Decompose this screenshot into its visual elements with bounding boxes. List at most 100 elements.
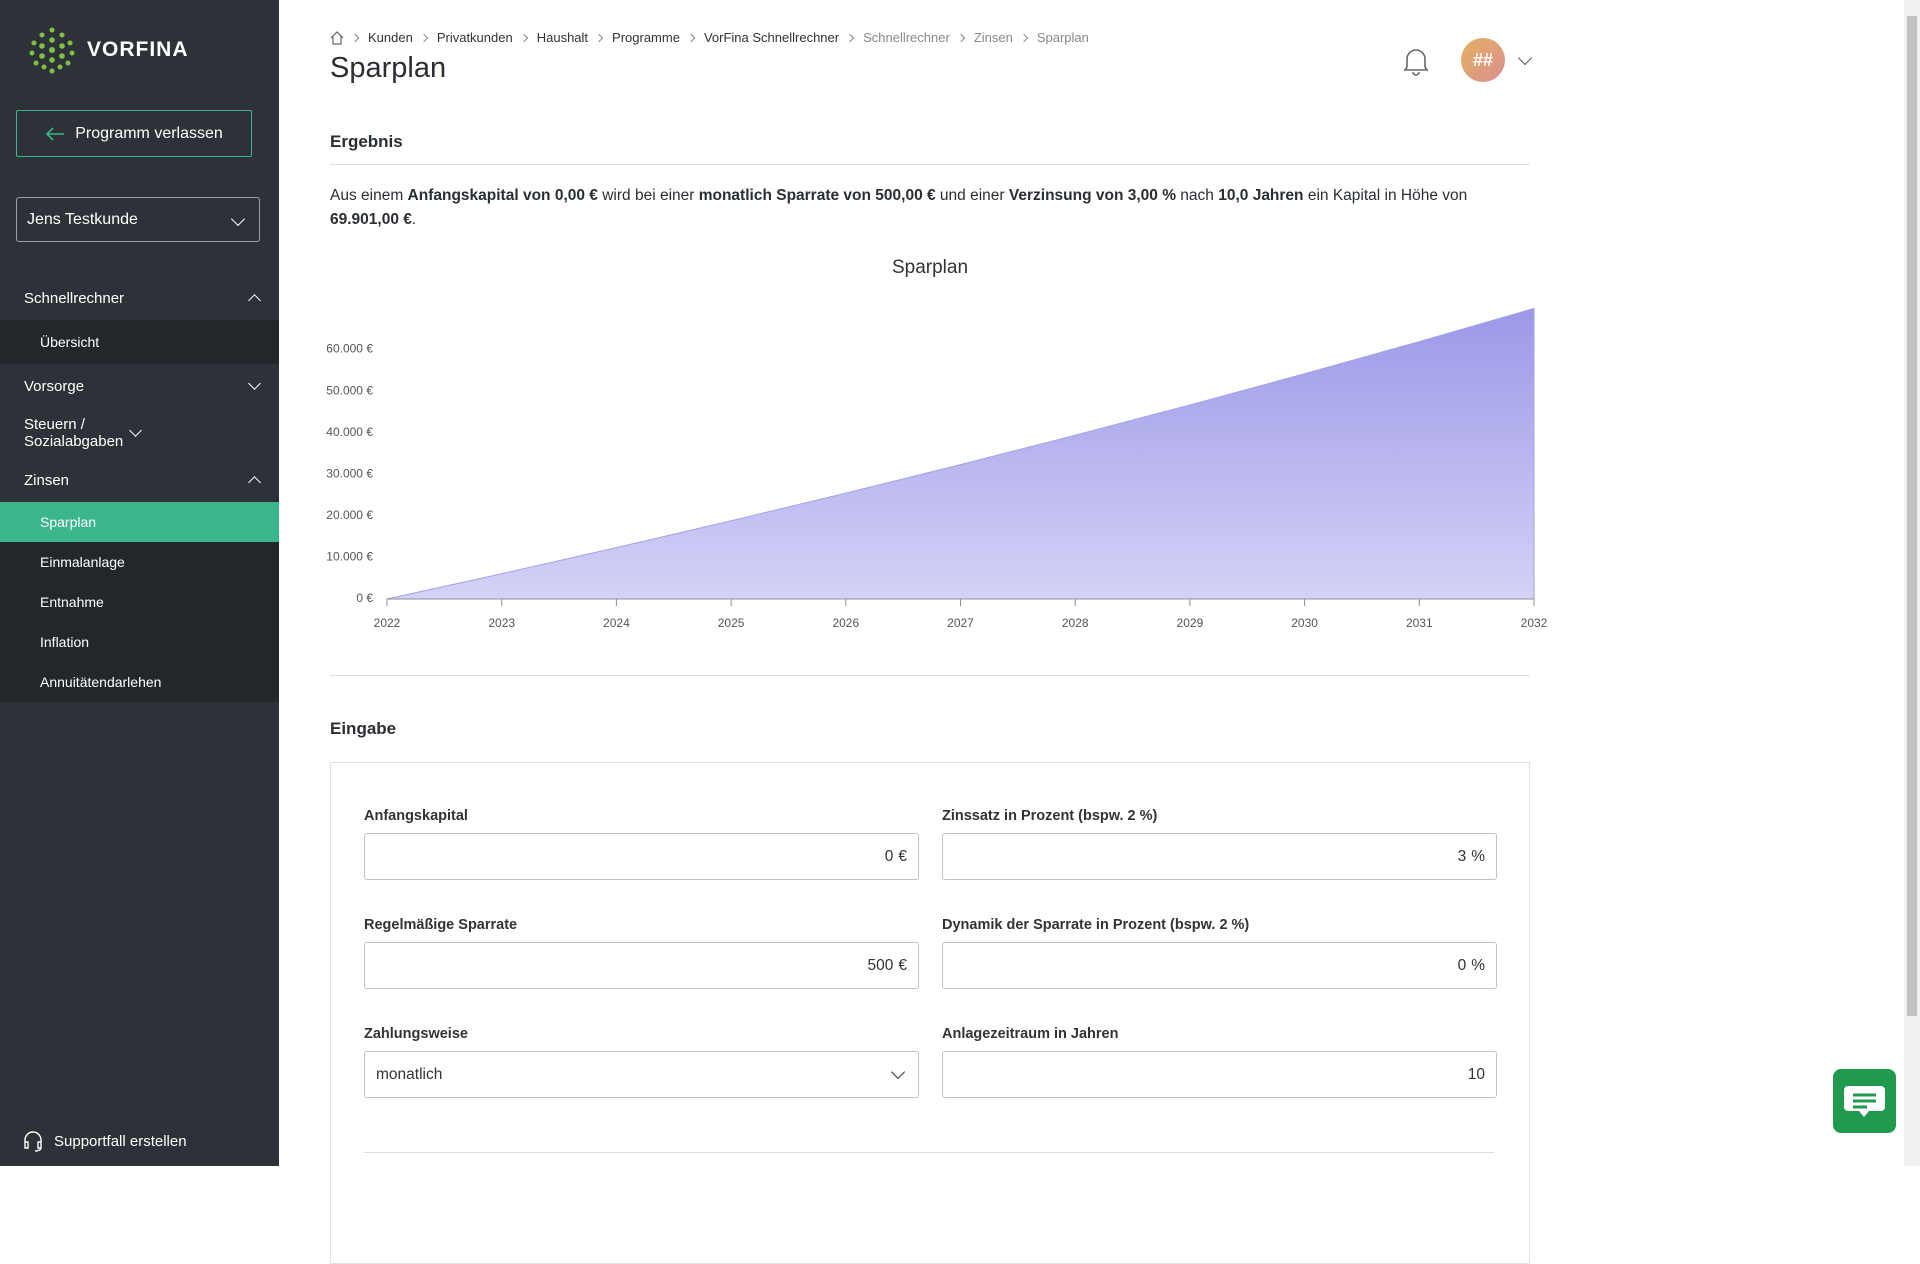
result-text-part: nach bbox=[1175, 187, 1219, 204]
nav-group[interactable]: Zinsen bbox=[0, 458, 279, 502]
field-label: Anfangskapital bbox=[364, 808, 468, 824]
breadcrumb-item[interactable]: Kunden bbox=[344, 30, 413, 45]
result-text: Aus einem Anfangskapital von 0,00 € wird… bbox=[330, 184, 1530, 232]
result-text-part: ein Kapital in Höhe von bbox=[1303, 187, 1468, 204]
field-unit: % bbox=[1471, 956, 1485, 974]
nav-group[interactable]: Steuern / Sozialabgaben bbox=[0, 408, 160, 458]
scrollbar[interactable] bbox=[1904, 0, 1920, 1166]
text-input[interactable]: 10 bbox=[942, 1051, 1497, 1098]
nav-group[interactable]: Vorsorge bbox=[0, 364, 279, 408]
area bbox=[386, 307, 1535, 600]
x-tick-label: 2029 bbox=[1177, 616, 1204, 630]
divider bbox=[330, 164, 1530, 165]
nav-item[interactable]: Einmalanlage bbox=[40, 554, 125, 570]
exit-button[interactable]: Programm verlassen bbox=[16, 110, 252, 157]
field-label: Zahlungsweise bbox=[364, 1026, 468, 1042]
page-title: Sparplan bbox=[330, 52, 447, 84]
breadcrumb-item[interactable]: Haushalt bbox=[513, 30, 588, 45]
select-chevron bbox=[230, 211, 246, 227]
scroll-thumb[interactable] bbox=[1907, 16, 1917, 1016]
nav: Schnellrechner Übersicht Vorsorge Steuern /… bbox=[0, 276, 279, 702]
field-value: 3 bbox=[1457, 847, 1467, 865]
result-value: monatlich Sparrate von 500,00 € bbox=[698, 187, 936, 204]
x-tick-label: 2028 bbox=[1062, 616, 1089, 630]
x-tick-label: 2023 bbox=[488, 616, 515, 630]
x-tick-label: 2030 bbox=[1291, 616, 1318, 630]
field-label: Dynamik der Sparrate in Prozent (bspw. 2… bbox=[942, 917, 1250, 933]
nav-sublist: Übersicht bbox=[0, 320, 279, 364]
text-input[interactable]: 0% bbox=[942, 942, 1497, 989]
nav-item[interactable]: Inflation bbox=[40, 634, 90, 650]
field-unit: € bbox=[898, 956, 907, 974]
field-value: 500 bbox=[867, 956, 894, 974]
client-name: Jens Testkunde bbox=[27, 210, 138, 228]
nav-chevron bbox=[248, 377, 261, 390]
nav-item[interactable]: Übersicht bbox=[40, 334, 100, 350]
x-tick-label: 2022 bbox=[374, 616, 401, 630]
result-value: Anfangskapital von 0,00 € bbox=[407, 187, 598, 204]
x-tick-label: 2031 bbox=[1406, 616, 1433, 630]
breadcrumb-item[interactable]: Schnellrechner bbox=[839, 30, 950, 45]
field-unit: % bbox=[1471, 847, 1485, 865]
y-tick-label: 50.000 € bbox=[326, 383, 373, 397]
nav-item[interactable]: Entnahme bbox=[40, 594, 104, 610]
field-unit: € bbox=[898, 847, 907, 865]
support-link[interactable]: Supportfall erstellen bbox=[22, 1130, 187, 1152]
field-value: 0 bbox=[884, 847, 894, 865]
result-heading: Ergebnis bbox=[330, 132, 403, 151]
home-icon[interactable] bbox=[330, 30, 344, 45]
x-tick-label: 2027 bbox=[947, 616, 974, 630]
exit-label: Programm verlassen bbox=[75, 124, 223, 142]
text-input[interactable]: 0 € bbox=[364, 833, 919, 880]
result-value: Verzinsung von 3,00 % bbox=[1008, 187, 1176, 204]
bell-icon[interactable] bbox=[1402, 46, 1430, 76]
result-text-part: Aus einem bbox=[330, 187, 408, 204]
nav-chevron bbox=[248, 294, 261, 307]
chat-button[interactable] bbox=[1833, 1069, 1896, 1133]
nav-item[interactable]: Annuitätendarlehen bbox=[40, 674, 162, 690]
field-label: Regelmäßige Sparrate bbox=[364, 917, 518, 933]
nav-label: Vorsorge bbox=[24, 377, 85, 395]
y-tick-label: 20.000 € bbox=[326, 508, 373, 522]
nav-sublist: Sparplan Einmalanlage Entnahme Inflation Ann… bbox=[0, 502, 279, 702]
x-tick-label: 2024 bbox=[603, 616, 630, 630]
x-tick-label: 2026 bbox=[832, 616, 859, 630]
y-tick-label: 40.000 € bbox=[326, 425, 373, 439]
client-select[interactable]: Jens Testkunde bbox=[16, 197, 260, 242]
nav-item[interactable]: Sparplan bbox=[0, 502, 279, 542]
nav-group[interactable]: Schnellrechner bbox=[0, 276, 279, 320]
y-tick-label: 10.000 € bbox=[326, 550, 373, 564]
support-label: Supportfall erstellen bbox=[54, 1132, 187, 1150]
breadcrumb-item[interactable]: Privatkunden bbox=[413, 30, 513, 45]
avatar[interactable]: ## bbox=[1461, 38, 1505, 82]
headset-icon bbox=[24, 1131, 42, 1152]
divider bbox=[364, 1152, 1494, 1153]
y-tick-label: 30.000 € bbox=[326, 466, 373, 480]
text-input[interactable]: 3% bbox=[942, 833, 1497, 880]
y-tick-label: 0 € bbox=[356, 591, 373, 605]
x-tick-label: 2032 bbox=[1521, 616, 1548, 630]
text-input[interactable]: 500 € bbox=[364, 942, 919, 989]
x-tick-label: 2025 bbox=[718, 616, 745, 630]
breadcrumb: Kunden Privatkunden Haushalt Programme VorFi… bbox=[330, 30, 1089, 45]
result-text-part: . bbox=[411, 211, 417, 228]
chart: Sparplan 0 € 10.000 € 20.000 € 30.000 € 40.0… bbox=[326, 257, 1548, 630]
nav-label: Schnellrechner bbox=[24, 289, 125, 307]
divider bbox=[330, 675, 1530, 676]
field-value: 10 bbox=[1467, 1065, 1485, 1083]
avatar-chevron[interactable] bbox=[1517, 50, 1533, 66]
breadcrumb-item[interactable]: Zinsen bbox=[950, 30, 1013, 45]
select-input[interactable]: monatlich bbox=[364, 1051, 919, 1098]
select-chevron bbox=[890, 1064, 906, 1079]
logo bbox=[29, 27, 75, 74]
nav-label: Steuern / Sozialabgaben bbox=[24, 416, 124, 450]
y-tick-label: 60.000 € bbox=[326, 342, 373, 356]
nav-label: Zinsen bbox=[24, 471, 70, 489]
breadcrumb-item[interactable]: VorFina Schnellrechner bbox=[680, 30, 839, 45]
page: VORFINA Programm verlassen Jens Testkund… bbox=[0, 0, 1920, 1166]
field-value: 0 bbox=[1457, 956, 1467, 974]
breadcrumb-item[interactable]: Programme bbox=[588, 30, 680, 45]
breadcrumb-item[interactable]: Sparplan bbox=[1013, 30, 1089, 45]
input-heading: Eingabe bbox=[330, 719, 397, 738]
field-label: Anlagezeitraum in Jahren bbox=[942, 1026, 1119, 1042]
